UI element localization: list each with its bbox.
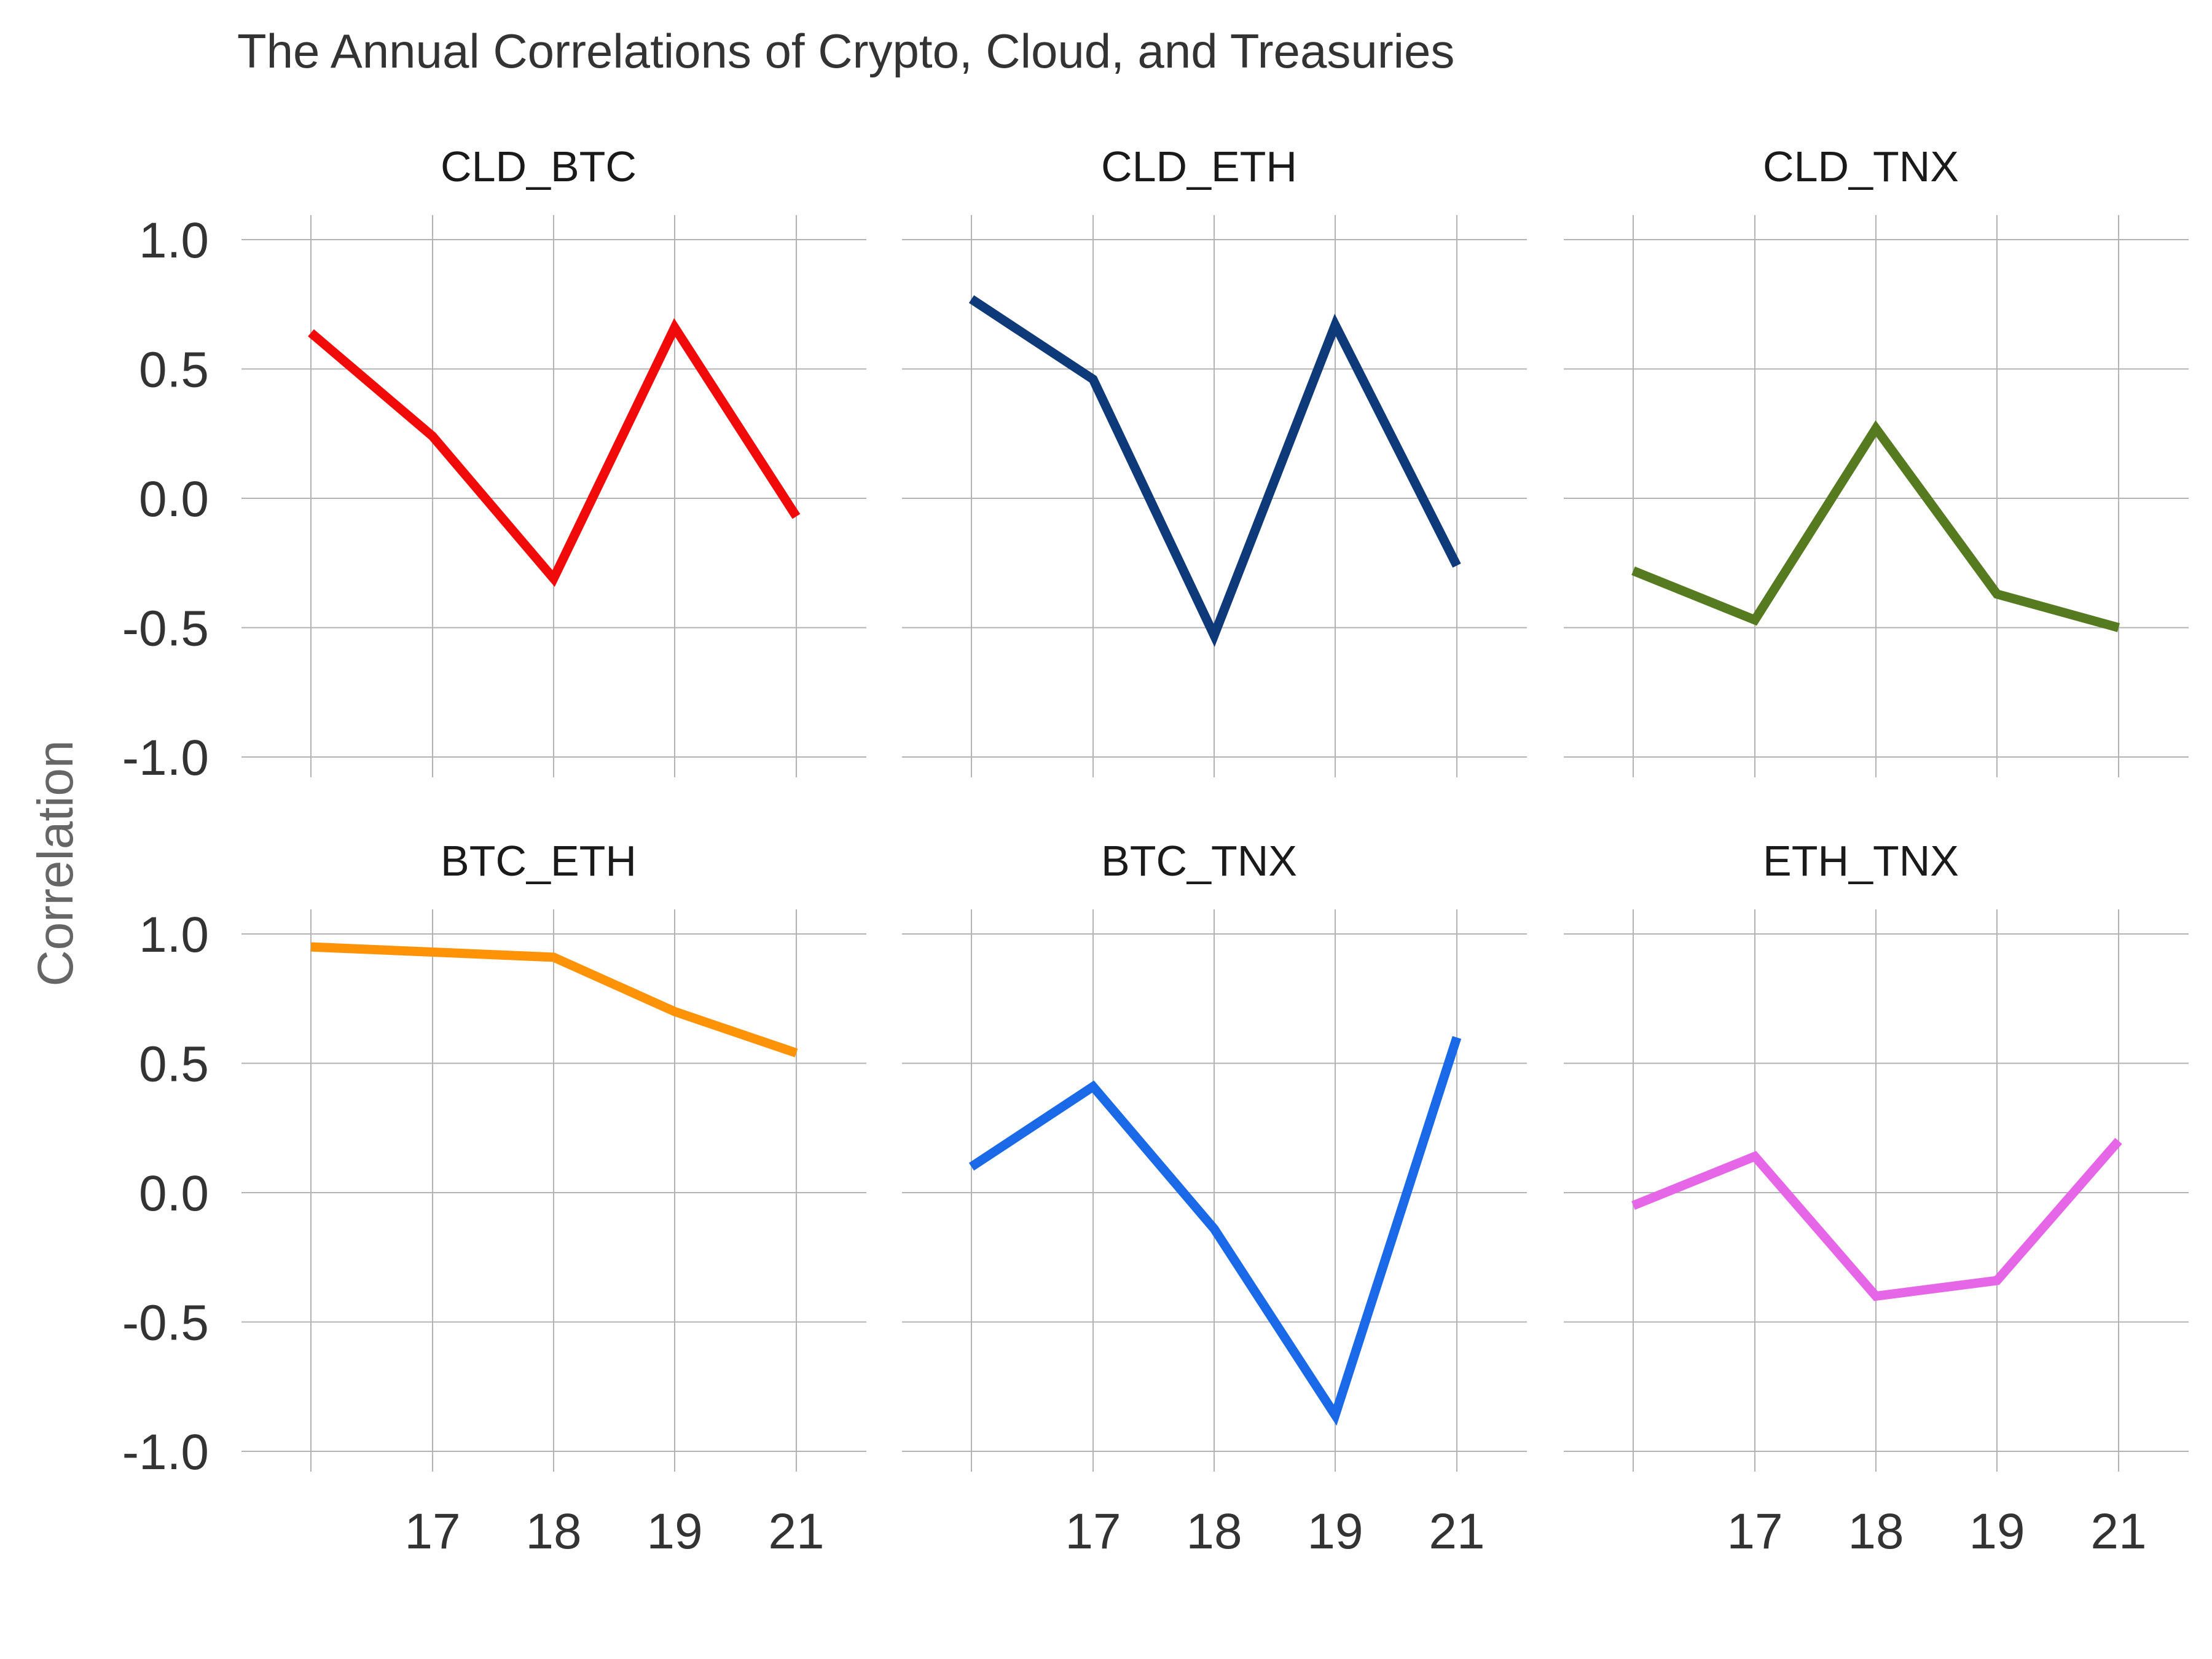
y-tick-label: 0.0 [139,471,209,527]
panel-btc-eth: BTC_ETH 1.0 0.5 0.0 -0.5 -1.0 17 18 19 21 [122,837,866,1559]
series-line [968,295,1461,648]
x-tick-label: 19 [1969,1504,2025,1559]
panel-eth-tnx: ETH_TNX 17 18 19 21 [1564,837,2189,1559]
y-tick-label: 1.0 [139,907,209,963]
panels-group: CLD_BTC 1.0 0.5 0.0 -0.5 -1.0 CLD_ETH CLD_TNX BT… [122,143,2189,1559]
panel-btc-tnx: BTC_TNX 17 18 19 21 [902,837,1527,1559]
panel-title: ETH_TNX [1763,837,1959,885]
y-tick-label: 1.0 [139,213,209,269]
panel-cld-eth: CLD_ETH [902,143,1527,777]
x-tick-label: 18 [525,1504,581,1559]
panel-title: BTC_ETH [441,837,637,885]
x-tick-label: 18 [1848,1504,1904,1559]
panel-cld-tnx: CLD_TNX [1564,143,2189,777]
chart-title: The Annual Correlations of Crypto, Cloud… [237,24,1454,78]
x-tick-label: 21 [2090,1504,2146,1559]
y-tick-label: -0.5 [122,1295,209,1351]
panel-title: CLD_TNX [1763,143,1959,190]
x-tick-label: 17 [1727,1504,1783,1559]
y-tick-label: -1.0 [122,1424,209,1480]
x-tick-label: 21 [768,1504,824,1559]
y-tick-label: 0.5 [139,342,209,398]
panel-title: CLD_ETH [1101,143,1297,190]
x-tick-label: 19 [1307,1504,1363,1559]
y-axis-label: Correlation [28,740,84,986]
y-tick-label: -1.0 [122,730,209,786]
series-line [1631,1137,2122,1301]
x-tick-label: 18 [1186,1504,1242,1559]
panel-cld-btc: CLD_BTC 1.0 0.5 0.0 -0.5 -1.0 [122,143,866,786]
x-tick-label: 19 [646,1504,702,1559]
y-tick-label: 0.5 [139,1037,209,1092]
series-line [310,942,798,1057]
x-tick-label: 17 [1065,1504,1121,1559]
series-line [968,1036,1462,1426]
series-line [308,318,801,587]
x-tick-label: 17 [404,1504,460,1559]
x-tick-label: 21 [1429,1504,1484,1559]
y-tick-label: 0.0 [139,1166,209,1222]
panel-title: CLD_BTC [441,143,637,190]
panel-title: BTC_TNX [1101,837,1297,885]
series-line [1631,420,2120,632]
y-tick-label: -0.5 [122,601,209,657]
